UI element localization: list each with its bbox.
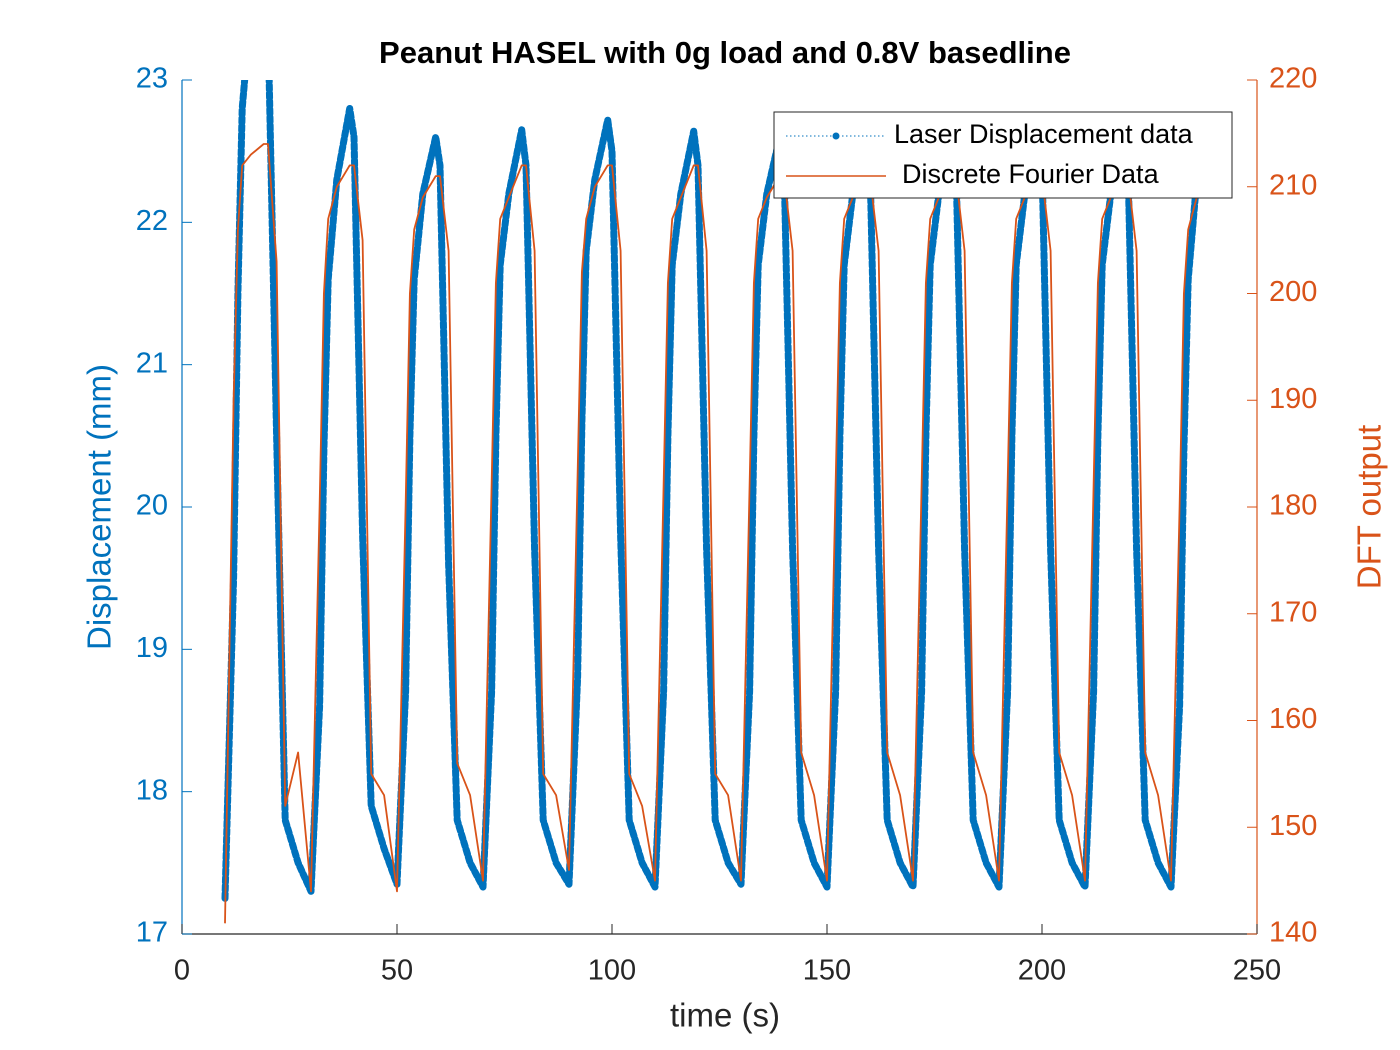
legend-label: Discrete Fourier Data [902, 159, 1160, 189]
legend-marker [832, 132, 840, 140]
y-tick-label: 21 [136, 347, 168, 379]
y-tick-label: 23 [136, 63, 168, 95]
y2-tick-label: 140 [1269, 917, 1317, 949]
y2-tick-label: 210 [1269, 169, 1317, 201]
y2-tick-label: 150 [1269, 810, 1317, 842]
x-tick-label: 150 [803, 955, 851, 987]
chart-title: Peanut HASEL with 0g load and 0.8V based… [379, 35, 1071, 70]
y2-tick-label: 200 [1269, 276, 1317, 308]
x-tick-label: 250 [1233, 955, 1281, 987]
legend-label: Laser Displacement data [894, 119, 1194, 149]
x-tick-label: 50 [381, 955, 413, 987]
y2-tick-label: 180 [1269, 490, 1317, 522]
x-tick-label: 200 [1018, 955, 1066, 987]
y2-tick-label: 220 [1269, 63, 1317, 95]
y-axis-label: Displacement (mm) [81, 364, 118, 650]
y-tick-label: 18 [136, 774, 168, 806]
y-tick-label: 22 [136, 205, 168, 237]
y-tick-label: 19 [136, 632, 168, 664]
y2-tick-label: 170 [1269, 596, 1317, 628]
x-tick-label: 0 [174, 955, 190, 987]
y-tick-label: 17 [136, 917, 168, 949]
legend-box [773, 111, 1233, 199]
y2-axis-label: DFT output [1351, 425, 1388, 589]
y2-tick-label: 160 [1269, 703, 1317, 735]
x-axis-label: time (s) [670, 997, 780, 1034]
y2-tick-label: 190 [1269, 383, 1317, 415]
x-tick-label: 100 [588, 955, 636, 987]
y-tick-label: 20 [136, 490, 168, 522]
